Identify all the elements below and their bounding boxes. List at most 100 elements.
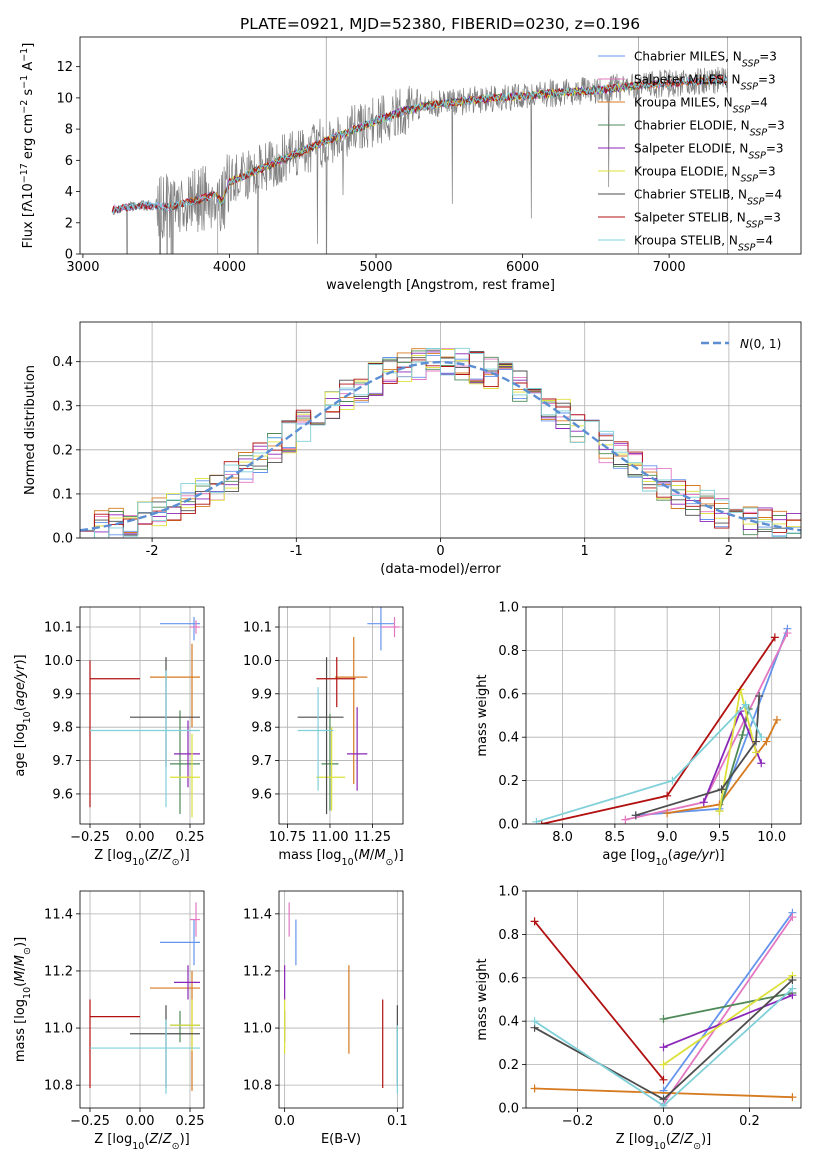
label-part: =3: [758, 165, 776, 179]
label-part: (0, 1): [749, 337, 781, 351]
age_vs_mass-plot-area: [297, 607, 400, 814]
x-axis-label: age [log10(age/yr)]: [602, 848, 724, 868]
label-part: 10: [132, 857, 144, 868]
spectrum-legend: Chabrier MILES, NSSP=3 Salpeter MILES, N S…: [598, 50, 785, 253]
age_vs_z-xtick-label: −0.25: [70, 830, 110, 845]
label-part: Kroupa MILES, N: [634, 96, 733, 110]
mass-weight-point: [699, 798, 708, 807]
mass-weight-point: [788, 984, 797, 993]
label-part: )]: [394, 848, 404, 863]
weight_vs_age-ytick-label: 0.4: [498, 731, 519, 746]
mass-weight-point: [631, 811, 640, 820]
mass-weight-point: [659, 1075, 668, 1084]
axes-frame: [79, 36, 802, 255]
label-part: M: [13, 955, 28, 966]
label-part: N: [740, 337, 749, 351]
spectrum-ytick-label: 6: [65, 154, 73, 169]
age_vs_mass-xtick-label: 11.00: [311, 830, 348, 845]
label-part: ⊙: [172, 1141, 180, 1152]
mass_vs_ebv-axes: 0.0 0.1 10.8 11.0 11.2 11.4 E(B-V): [243, 890, 408, 1147]
mass-weight-point: [738, 731, 747, 740]
weight_vs_z-axes: −0.2 0.0 0.20.00.20.40.60.81.0Z [log10(Z/Z…: [475, 885, 802, 1152]
weight_vs_age-ytick-label: 0.6: [498, 687, 519, 702]
weight_vs_z-ytick-label: 0.2: [498, 1058, 519, 1073]
label-part: mass [log: [278, 848, 341, 863]
label-part: M: [374, 848, 385, 863]
x-axis-label: Z [log10(Z/Z⊙)]: [94, 848, 189, 868]
x-axis-label: Z [log10(Z/Z⊙)]: [94, 1132, 189, 1152]
age_vs_mass-ytick-label: 9.6: [251, 787, 272, 802]
spectrum-xtick-label: 3000: [66, 260, 99, 275]
x-axis-label: mass [log10(M/M⊙)]: [278, 848, 403, 868]
label-part: (: [668, 848, 673, 863]
label-part: M: [359, 848, 370, 863]
weight_vs_z-plot-area: [530, 908, 797, 1108]
weight_vs_z-ytick-label: 0.0: [498, 1102, 519, 1117]
weight_vs_age-xtick-label: 8.5: [605, 830, 626, 845]
mass_vs_z-xtick-label: 0.00: [126, 1114, 155, 1129]
mass-weight-series-line: [625, 632, 789, 821]
x-axis-label: Z [log10(Z/Z⊙)]: [616, 1132, 711, 1152]
weight_vs_age-ytick-label: 0.0: [498, 818, 519, 833]
mass-weight-series-line: [534, 1087, 793, 1099]
mass_vs_z-plot-area: [89, 902, 200, 1094]
label-part: Salpeter MILES, N: [634, 73, 741, 87]
label-part: =3: [759, 50, 777, 64]
label-part: SSP: [738, 242, 756, 253]
label-part: (: [354, 848, 359, 863]
label-part: Z: [670, 1132, 681, 1147]
histogram-step: [80, 348, 801, 538]
age_vs_z-xtick-label: 0.25: [176, 830, 205, 845]
weight_vs_z-ytick-label: 1.0: [498, 885, 519, 900]
mass_vs_z-xtick-label: 0.25: [176, 1114, 205, 1129]
weight_vs_z-xtick-label: 0.0: [653, 1114, 674, 1129]
label-part: 10: [342, 857, 354, 868]
label-part: ⊙: [386, 857, 394, 868]
residual_histogram-xtick-label: 0: [436, 544, 444, 559]
label-part: (: [13, 982, 28, 987]
age_vs_mass-grid: [279, 607, 403, 824]
y-axis-label: mass [log10(M/M⊙)]: [13, 937, 33, 1062]
label-part: /: [680, 1132, 685, 1147]
label-part: Salpeter STELIB, N: [634, 211, 746, 225]
residual_histogram-ytick-label: 0.0: [52, 532, 73, 547]
label-part: =3: [767, 119, 785, 133]
spectrum-ytick-label: 0: [65, 248, 73, 263]
label-part: −2: [19, 100, 30, 114]
label-part: SSP: [747, 196, 765, 207]
mass_vs_z-ytick-label: 10.8: [44, 1079, 73, 1094]
weight_vs_age-ytick-label: 1.0: [498, 601, 519, 616]
legend-label: Chabrier ELODIE, NSSP=3: [634, 119, 785, 139]
mass-weight-point: [755, 691, 764, 700]
model-spectrum-line: [214, 81, 640, 206]
label-part: ]: [21, 43, 36, 48]
label-part: )]: [701, 1132, 711, 1147]
spectrum-xtick-label: 5000: [359, 260, 392, 275]
age_vs_z-grid: [80, 607, 204, 824]
weight_vs_z-ytick-label: 0.6: [498, 971, 519, 986]
age_vs_z-ytick-label: 9.8: [52, 721, 73, 736]
label-part: mass weight: [475, 674, 490, 756]
axes-frame: [278, 890, 404, 1109]
weight_vs_z-xtick-label: 0.2: [739, 1114, 760, 1129]
label-part: SSP: [741, 173, 759, 184]
mass_vs_ebv-ytick-label: 11.2: [243, 964, 272, 979]
mass-weight-point: [788, 975, 797, 984]
mass-weight-series-line: [667, 719, 778, 814]
spectrum-ytick-label: 8: [65, 123, 73, 138]
mass_vs_ebv-ytick-label: 11.0: [243, 1022, 272, 1037]
label-part: Z [log: [94, 848, 132, 863]
axes-frame: [79, 890, 205, 1109]
age_vs_mass-axes: 10.75 11.00 11.25 9.6 9.7 9.8 9.9 10.0 10.1 mass …: [243, 606, 404, 868]
legend-label: Chabrier STELIB, NSSP=4: [634, 188, 782, 208]
label-part: λ10: [21, 183, 36, 207]
mass-weight-series-line: [662, 916, 794, 1105]
label-part: Z: [683, 1132, 694, 1147]
mass_vs_z-ytick-label: 11.0: [44, 1022, 73, 1037]
legend-label: Chabrier MILES, NSSP=3: [634, 50, 777, 70]
spectrum-ytick-label: 2: [65, 216, 73, 231]
mass-weight-point: [659, 1043, 668, 1052]
weight_vs_age-xtick-label: 8.0: [552, 830, 573, 845]
mass-weight-point: [659, 1060, 668, 1069]
